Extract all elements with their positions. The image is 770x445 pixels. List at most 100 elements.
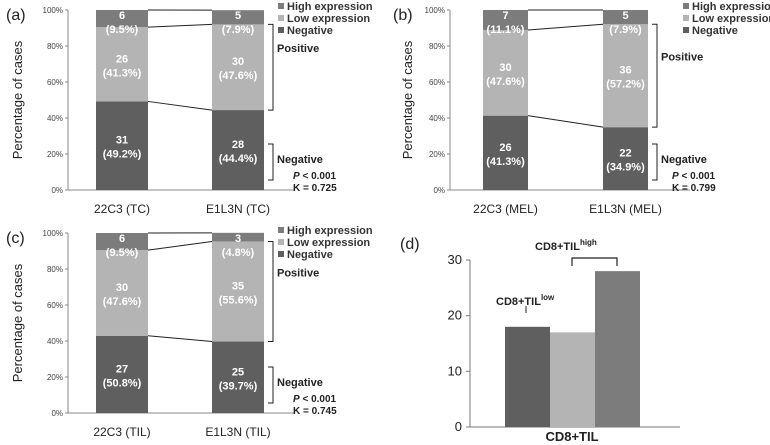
connector-line bbox=[527, 115, 604, 128]
data-label-pct: (47.6%) bbox=[103, 296, 142, 308]
data-label-count: 25 bbox=[232, 366, 244, 378]
y-tick-label: 40% bbox=[429, 114, 445, 123]
bar-segment-low bbox=[603, 24, 648, 128]
y-tick-label: 20 bbox=[448, 308, 462, 323]
legend-label: Negative bbox=[287, 25, 333, 37]
p-value-text: P < 0.001 bbox=[293, 394, 337, 405]
positive-bracket bbox=[268, 23, 274, 111]
bar-segment-negative bbox=[212, 341, 264, 413]
data-label-count: 35 bbox=[232, 281, 244, 293]
bar-segment-low bbox=[96, 250, 148, 336]
y-tick-label: 100% bbox=[43, 229, 63, 238]
y-tick-label: 10 bbox=[448, 363, 462, 378]
data-label-pct: (44.4%) bbox=[219, 153, 258, 165]
legend-label: Low expression bbox=[692, 13, 770, 25]
data-label-count: 6 bbox=[119, 10, 125, 22]
legend-swatch bbox=[278, 227, 284, 233]
legend-label: High expression bbox=[287, 1, 373, 13]
legend-swatch bbox=[683, 27, 689, 33]
annotation-low: CD8+TILlow bbox=[496, 293, 555, 308]
legend-label: High expression bbox=[287, 225, 373, 237]
panel-b: (b) Percentage of cases 0% 20% 40% 60% 80% 100%… bbox=[393, 1, 770, 216]
y-tick-label: 100% bbox=[43, 6, 63, 15]
panel-a: (a) Percentage of cases 0% 20% 40% 60% 80% 100%… bbox=[6, 1, 373, 216]
data-label-pct: (9.5%) bbox=[106, 24, 139, 36]
connector-line bbox=[147, 240, 213, 251]
kappa-text: K = 0.745 bbox=[293, 406, 337, 417]
panel-tag: (a) bbox=[6, 7, 26, 24]
data-label-count: 31 bbox=[116, 135, 128, 147]
p-value: < 0.001 bbox=[300, 171, 337, 182]
bar-segment-high bbox=[483, 10, 528, 30]
data-label-count: 5 bbox=[622, 10, 628, 22]
data-label-pct: (11.1%) bbox=[487, 24, 525, 36]
y-tick-label: 60% bbox=[429, 78, 445, 87]
bar-2 bbox=[550, 332, 595, 427]
y-tick-label: 40% bbox=[47, 337, 63, 346]
panel-tag: (c) bbox=[6, 230, 25, 247]
connector-line bbox=[147, 23, 213, 28]
p-value: < 0.001 bbox=[679, 171, 716, 182]
data-label-pct: (41.3%) bbox=[103, 67, 142, 79]
y-axis-title: Percentage of cases bbox=[10, 263, 25, 382]
data-label-count: 3 bbox=[235, 233, 241, 245]
data-label-pct: (50.8%) bbox=[103, 377, 142, 389]
connector-line bbox=[147, 100, 213, 111]
data-label-pct: (7.9%) bbox=[609, 24, 642, 36]
data-label-pct: (47.6%) bbox=[219, 70, 258, 82]
data-label-pct: (47.6%) bbox=[486, 76, 525, 88]
data-label-count: 36 bbox=[619, 65, 631, 77]
legend-swatch bbox=[278, 239, 284, 245]
p-symbol: P bbox=[293, 171, 300, 182]
y-tick-label: 0% bbox=[433, 186, 445, 195]
kappa-text: K = 0.725 bbox=[293, 183, 337, 194]
legend-label: Low expression bbox=[287, 237, 370, 249]
positive-bracket bbox=[652, 23, 658, 128]
panel-d: (d) 0 10 20 30 CD8+TIL CD8+TILlow CD8+TILhigh bbox=[400, 236, 680, 444]
bar-segment-high bbox=[96, 10, 148, 28]
bar-segment-high bbox=[212, 232, 264, 242]
bar-segment-low bbox=[212, 24, 264, 111]
bar-segment-low bbox=[96, 27, 148, 102]
data-label-count: 22 bbox=[619, 148, 631, 160]
data-label-pct: (41.3%) bbox=[486, 156, 525, 168]
data-label-pct: (34.9%) bbox=[606, 162, 645, 174]
bar-segment-high bbox=[96, 233, 148, 251]
y-tick-label: 20% bbox=[429, 150, 445, 159]
negative-label: Negative bbox=[277, 154, 323, 166]
bar-segment-high bbox=[212, 10, 264, 25]
y-tick-label: 0% bbox=[51, 186, 63, 195]
bar-segment-negative bbox=[212, 110, 264, 190]
negative-bracket bbox=[268, 143, 274, 181]
y-tick-label: 30 bbox=[448, 252, 462, 267]
category-label: E1L3N (TIL) bbox=[205, 425, 270, 439]
panel-c: (c) Percentage of cases 0% 20% 40% 60% 80% 100%… bbox=[6, 225, 373, 439]
data-label-pct: (7.9%) bbox=[222, 24, 255, 36]
y-axis-title: Percentage of cases bbox=[10, 40, 25, 159]
data-label-pct: (55.6%) bbox=[219, 295, 258, 307]
category-label: E1L3N (MEL) bbox=[589, 202, 662, 216]
x-axis-title: CD8+TIL bbox=[545, 429, 598, 444]
legend-label: Low expression bbox=[287, 13, 370, 25]
bar-1 bbox=[505, 326, 550, 427]
bar-segment-negative bbox=[96, 335, 148, 413]
data-label-pct: (49.2%) bbox=[103, 149, 142, 161]
data-label-count: 27 bbox=[116, 363, 128, 375]
y-axis-title: Percentage of cases bbox=[400, 40, 415, 159]
legend-swatch bbox=[278, 3, 284, 9]
category-label: 22C3 (MEL) bbox=[473, 202, 538, 216]
bar-segment-negative bbox=[603, 127, 648, 190]
p-symbol: P bbox=[672, 171, 679, 182]
y-tick-label: 100% bbox=[425, 6, 445, 15]
positive-label: Positive bbox=[661, 52, 703, 64]
y-tick-label: 80% bbox=[47, 265, 63, 274]
data-label-count: 7 bbox=[502, 10, 508, 22]
kappa-text: K = 0.799 bbox=[672, 183, 716, 194]
y-tick-label: 20% bbox=[47, 150, 63, 159]
data-label-count: 30 bbox=[116, 282, 128, 294]
p-symbol: P bbox=[293, 394, 300, 405]
category-label: 22C3 (TC) bbox=[94, 202, 150, 216]
p-value: < 0.001 bbox=[300, 394, 337, 405]
